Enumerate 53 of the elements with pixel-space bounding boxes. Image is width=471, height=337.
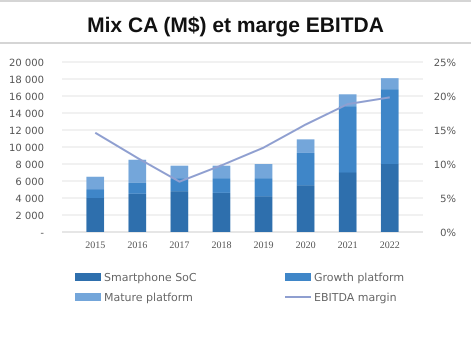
bar (86, 190, 104, 198)
bar (254, 178, 272, 196)
bar (254, 164, 272, 178)
bar (296, 139, 314, 153)
y2-tick-label: 10% (434, 160, 456, 171)
x-tick-label: 2016 (127, 240, 148, 251)
legend-label: EBITDA margin (314, 291, 397, 304)
bar (380, 164, 399, 232)
y-tick-label: 10 000 (9, 143, 44, 154)
bar (380, 78, 399, 90)
bar (170, 191, 188, 232)
x-tick-label: 2022 (380, 240, 400, 251)
x-tick-label: 2021 (338, 240, 358, 251)
bar (254, 196, 272, 232)
bar (338, 106, 357, 172)
bar (86, 198, 104, 232)
legend-label: Mature platform (104, 291, 193, 304)
bar (86, 176, 104, 190)
y-tick-label: 2 000 (15, 211, 44, 222)
x-tick-label: 2018 (211, 240, 232, 251)
bar (128, 182, 146, 194)
bar (128, 194, 146, 232)
bar (170, 166, 188, 178)
y-tick-label: 20 000 (9, 58, 44, 69)
x-tick-label: 2017 (169, 240, 190, 251)
chart-title: Mix CA (M$) et marge EBITDA (87, 14, 384, 37)
y-tick-label: 6 000 (15, 177, 44, 188)
y2-tick-label: 20% (434, 92, 456, 103)
bar (296, 185, 314, 232)
bar (212, 192, 230, 232)
bar (338, 172, 357, 232)
y2-tick-label: 0% (440, 228, 456, 239)
y-tick-label: 4 000 (15, 194, 44, 205)
bar (296, 152, 314, 186)
y2-tick-label: 15% (434, 126, 456, 137)
y2-tick-label: 25% (434, 58, 456, 69)
bar (212, 166, 230, 178)
y-tick-label: 14 000 (9, 109, 44, 120)
y-tick-label: 18 000 (9, 75, 44, 86)
legend-label: Growth platform (314, 271, 404, 284)
x-tick-label: 2019 (254, 240, 274, 251)
y-tick-label: 12 000 (9, 126, 44, 137)
y-tick-label: 8 000 (15, 160, 44, 171)
legend-label: Smartphone SoC (104, 271, 197, 284)
x-tick-label: 2020 (296, 240, 316, 251)
line-series (94, 96, 391, 183)
x-tick-label: 2015 (85, 240, 106, 251)
bar (380, 89, 399, 164)
y2-tick-label: 5% (440, 194, 456, 205)
y-tick-label: 16 000 (9, 92, 44, 103)
bar (212, 178, 230, 193)
bar (128, 160, 146, 183)
y-tick-label: - (40, 228, 44, 239)
